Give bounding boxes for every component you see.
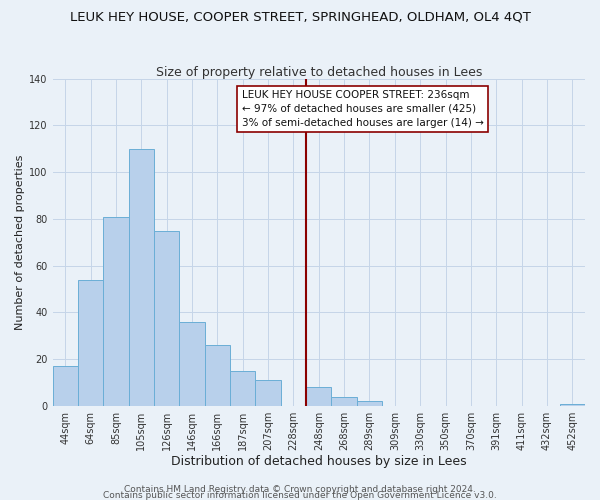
Bar <box>230 371 256 406</box>
Text: Contains HM Land Registry data © Crown copyright and database right 2024.: Contains HM Land Registry data © Crown c… <box>124 484 476 494</box>
Bar <box>560 404 585 406</box>
Bar <box>53 366 78 406</box>
X-axis label: Distribution of detached houses by size in Lees: Distribution of detached houses by size … <box>171 454 467 468</box>
Bar <box>357 402 382 406</box>
Bar <box>103 216 128 406</box>
Bar <box>78 280 103 406</box>
Bar <box>179 322 205 406</box>
Bar <box>306 388 331 406</box>
Bar <box>205 346 230 406</box>
Bar <box>331 396 357 406</box>
Title: Size of property relative to detached houses in Lees: Size of property relative to detached ho… <box>155 66 482 78</box>
Bar <box>154 230 179 406</box>
Y-axis label: Number of detached properties: Number of detached properties <box>15 154 25 330</box>
Text: LEUK HEY HOUSE COOPER STREET: 236sqm
← 97% of detached houses are smaller (425)
: LEUK HEY HOUSE COOPER STREET: 236sqm ← 9… <box>242 90 484 128</box>
Text: LEUK HEY HOUSE, COOPER STREET, SPRINGHEAD, OLDHAM, OL4 4QT: LEUK HEY HOUSE, COOPER STREET, SPRINGHEA… <box>70 10 530 23</box>
Bar <box>256 380 281 406</box>
Bar <box>128 148 154 406</box>
Text: Contains public sector information licensed under the Open Government Licence v3: Contains public sector information licen… <box>103 490 497 500</box>
